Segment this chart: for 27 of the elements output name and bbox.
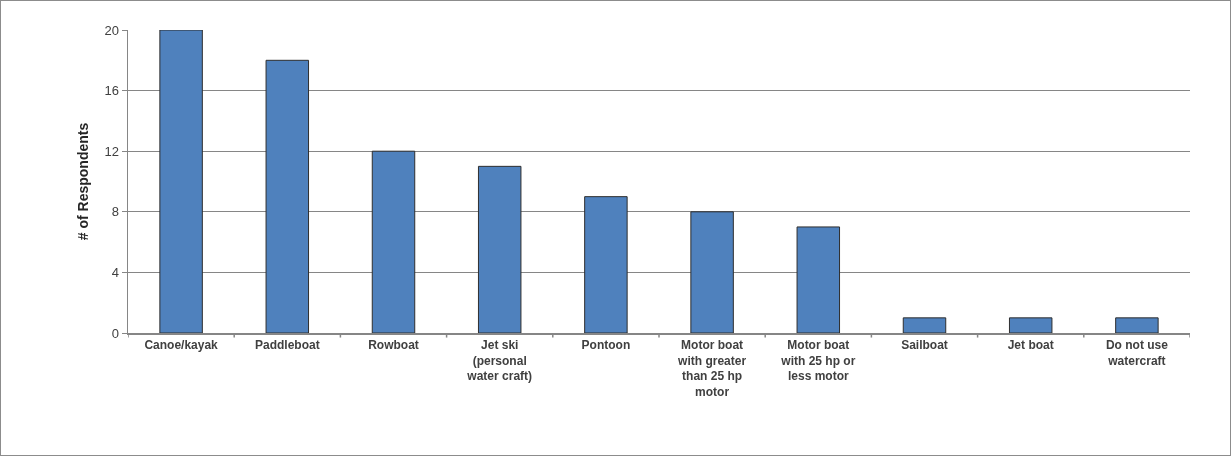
y-tick-label: 12	[104, 143, 119, 159]
x-tick-label: Paddleboat	[254, 337, 320, 352]
x-tick-label: Pontoon	[581, 337, 631, 352]
bar	[690, 211, 734, 333]
x-tick-label: Motor boat with 25 hp or less motor	[780, 337, 856, 384]
bar	[159, 30, 203, 333]
bar	[902, 317, 947, 333]
x-tick-label: Jet boat	[1007, 337, 1054, 352]
x-tick-label: Do not use watercraft	[1105, 337, 1169, 368]
y-tick-label: 8	[111, 204, 119, 220]
y-tick-label: 4	[111, 264, 119, 280]
bar	[265, 59, 310, 333]
y-axis-title: # of Respondents	[75, 122, 92, 241]
x-tick-label: Jet ski (personal water craft)	[466, 337, 533, 384]
y-tick-label: 20	[104, 22, 119, 38]
y-tick-label: 16	[104, 83, 119, 99]
y-tick-label: 0	[111, 325, 119, 341]
x-tick-label: Rowboat	[368, 337, 419, 352]
x-tick-label: Sailboat	[901, 337, 948, 352]
bar	[1008, 317, 1053, 333]
bar	[371, 150, 416, 333]
bar	[584, 196, 628, 333]
bar	[477, 165, 522, 333]
bar	[1115, 317, 1159, 333]
bar	[796, 226, 841, 333]
x-tick-label: Canoe/kayak	[144, 337, 219, 352]
x-tick-label: Motor boat with greater than 25 hp motor	[677, 337, 747, 399]
